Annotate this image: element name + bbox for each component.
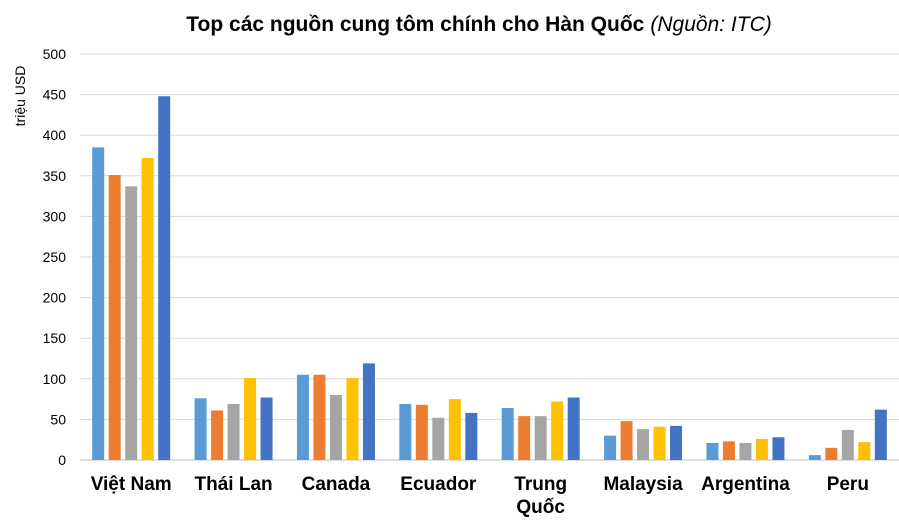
bar: [706, 442, 719, 460]
bar: [92, 147, 105, 460]
bar: [653, 426, 666, 460]
bar: [518, 416, 531, 460]
bar: [141, 157, 154, 460]
bar: [567, 397, 580, 460]
bar: [772, 437, 785, 460]
bar: [841, 429, 854, 460]
bar: [329, 395, 342, 460]
chart-title-source: (Nguồn: ITC): [650, 13, 771, 36]
bar: [465, 412, 478, 460]
chart-title: Top các nguồn cung tôm chính cho Hàn Quố…: [186, 13, 771, 36]
y-tick-label: 450: [43, 87, 67, 103]
bar: [211, 410, 224, 460]
y-tick-label: 100: [43, 371, 67, 387]
bar: [227, 403, 240, 460]
bar: [432, 417, 445, 460]
bar: [722, 441, 735, 460]
y-tick-label: 0: [58, 452, 66, 468]
bar: [825, 447, 838, 460]
y-tick-label: 350: [43, 168, 67, 184]
bar: [194, 398, 207, 460]
bar: [260, 397, 273, 460]
y-tick-label: 200: [43, 290, 67, 306]
bar: [313, 374, 326, 460]
bar: [415, 404, 428, 460]
y-tick-label: 400: [43, 127, 67, 143]
x-tick-label: Peru: [827, 474, 869, 495]
x-tick-label: Ecuador: [400, 474, 477, 495]
bar: [755, 438, 768, 460]
bar: [125, 186, 138, 460]
bar: [637, 429, 650, 460]
bar: [874, 409, 887, 460]
y-tick-label: 150: [43, 330, 67, 346]
x-tick-label: Việt Nam: [91, 474, 172, 495]
bar: [739, 442, 752, 460]
y-tick-label: 50: [50, 411, 66, 427]
bar: [858, 442, 871, 460]
bar: [670, 425, 683, 460]
y-tick-label: 500: [43, 46, 67, 62]
bar: [808, 455, 821, 460]
bar: [346, 377, 359, 460]
x-tick-label: Canada: [302, 474, 371, 495]
x-tick-label: Thái Lan: [195, 474, 273, 495]
bar: [296, 374, 309, 460]
y-tick-label: 300: [43, 208, 67, 224]
x-tick-label: Trung Quốc: [514, 474, 567, 518]
y-axis-label: triệu USD: [12, 66, 28, 127]
y-tick-label: 250: [43, 249, 67, 265]
bar: [399, 403, 412, 460]
bar: [108, 174, 121, 460]
bar: [620, 421, 633, 460]
bar: [362, 363, 375, 460]
bar: [534, 416, 547, 460]
x-tick-label: Argentina: [701, 474, 790, 495]
bar: [604, 435, 617, 460]
bar: [501, 408, 514, 460]
bar: [551, 401, 564, 460]
bar: [244, 377, 257, 460]
bar: [158, 96, 171, 460]
x-tick-labels: Việt Nam Thái Lan Canada Ecuador Trung Quốc Ma…: [91, 474, 869, 518]
y-tick-labels: 0 50 100 150 200 250 300 350 400 450 500: [43, 46, 67, 468]
chart-title-main: Top các nguồn cung tôm chính cho Hàn Quố…: [186, 13, 644, 36]
bars: [92, 96, 887, 460]
bar: [448, 399, 461, 460]
x-tick-label: Malaysia: [603, 474, 683, 495]
